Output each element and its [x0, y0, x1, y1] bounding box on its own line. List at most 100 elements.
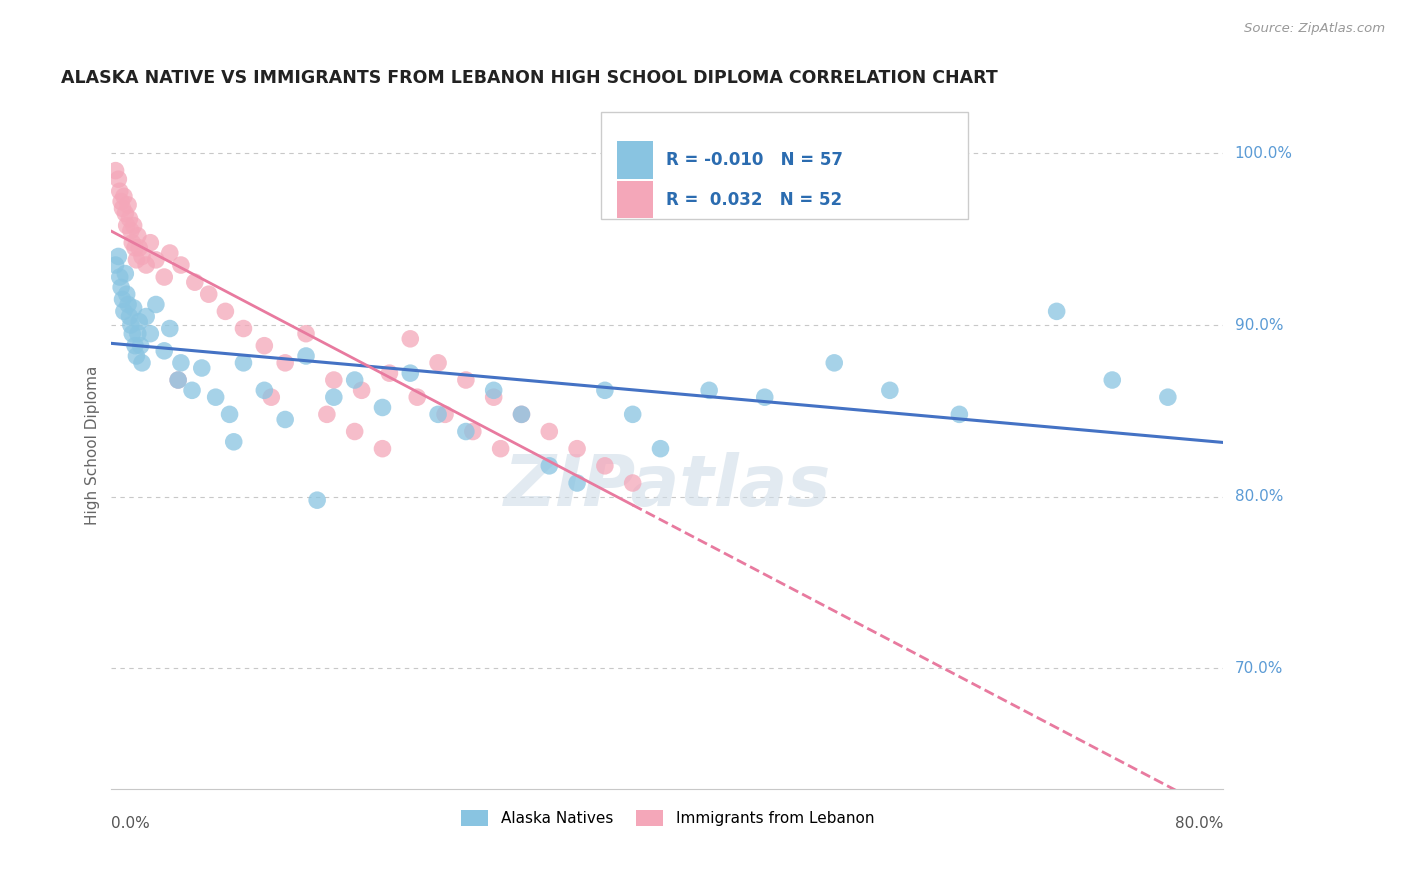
Point — [104, 258, 127, 272]
Point — [117, 297, 139, 311]
Point — [454, 425, 477, 439]
Point — [128, 241, 150, 255]
Point — [159, 321, 181, 335]
Point — [482, 390, 505, 404]
Y-axis label: High School Diploma: High School Diploma — [86, 366, 100, 524]
Point — [222, 434, 245, 449]
Point — [121, 235, 143, 250]
Point — [124, 241, 146, 255]
Point — [482, 384, 505, 398]
Point — [114, 267, 136, 281]
Point — [274, 356, 297, 370]
Point — [1101, 373, 1123, 387]
Point — [378, 366, 401, 380]
Text: 80.0%: 80.0% — [1175, 816, 1223, 831]
Point — [343, 425, 366, 439]
Point — [122, 219, 145, 233]
Point — [170, 258, 193, 272]
Point — [253, 339, 276, 353]
FancyBboxPatch shape — [617, 181, 652, 219]
Point — [399, 366, 422, 380]
Point — [260, 390, 283, 404]
Point — [232, 321, 254, 335]
Point — [112, 304, 135, 318]
Point — [145, 252, 167, 267]
Point — [127, 228, 149, 243]
Point — [406, 390, 429, 404]
Point — [593, 458, 616, 473]
Text: R = -0.010   N = 57: R = -0.010 N = 57 — [666, 151, 844, 169]
Point — [253, 384, 276, 398]
Point — [107, 172, 129, 186]
Point — [823, 356, 845, 370]
Point — [115, 219, 138, 233]
Point — [159, 246, 181, 260]
Point — [191, 361, 214, 376]
Point — [295, 349, 318, 363]
Point — [131, 356, 153, 370]
Point — [131, 249, 153, 263]
Point — [125, 252, 148, 267]
Point — [111, 293, 134, 307]
Point — [129, 339, 152, 353]
Point — [120, 318, 142, 332]
Point — [139, 326, 162, 341]
Point — [489, 442, 512, 456]
Point — [307, 493, 329, 508]
Point — [218, 408, 240, 422]
Point — [110, 280, 132, 294]
Point — [122, 301, 145, 315]
Point — [315, 408, 337, 422]
Point — [538, 458, 561, 473]
Point — [427, 356, 450, 370]
Point — [197, 287, 219, 301]
Text: 100.0%: 100.0% — [1234, 146, 1292, 161]
Point — [948, 408, 970, 422]
Point — [214, 304, 236, 318]
Point — [371, 401, 394, 415]
Point — [139, 235, 162, 250]
Point — [565, 442, 588, 456]
Point — [181, 384, 204, 398]
Point — [204, 390, 226, 404]
Point — [434, 408, 457, 422]
Point — [593, 384, 616, 398]
Point — [350, 384, 373, 398]
Point — [117, 198, 139, 212]
Text: 80.0%: 80.0% — [1234, 489, 1282, 504]
Text: Source: ZipAtlas.com: Source: ZipAtlas.com — [1244, 22, 1385, 36]
Point — [145, 297, 167, 311]
Point — [118, 211, 141, 226]
Point — [697, 384, 720, 398]
Point — [167, 373, 190, 387]
Text: R =  0.032   N = 52: R = 0.032 N = 52 — [666, 191, 842, 209]
Point — [510, 408, 533, 422]
Point — [565, 475, 588, 490]
Point — [621, 408, 644, 422]
FancyBboxPatch shape — [600, 112, 967, 219]
Point — [127, 326, 149, 341]
Point — [104, 163, 127, 178]
Point — [754, 390, 776, 404]
Point — [167, 373, 190, 387]
Point — [115, 287, 138, 301]
Point — [232, 356, 254, 370]
Point — [153, 343, 176, 358]
Point — [371, 442, 394, 456]
Point — [135, 258, 157, 272]
Point — [343, 373, 366, 387]
Point — [399, 332, 422, 346]
Point — [1046, 304, 1069, 318]
Point — [118, 310, 141, 324]
Point — [125, 349, 148, 363]
Point — [322, 373, 344, 387]
Point — [108, 184, 131, 198]
Point — [114, 206, 136, 220]
FancyBboxPatch shape — [617, 141, 652, 179]
Point — [110, 194, 132, 209]
Point — [461, 425, 484, 439]
Point — [322, 390, 344, 404]
Point — [274, 412, 297, 426]
Text: 0.0%: 0.0% — [111, 816, 150, 831]
Point — [1157, 390, 1180, 404]
